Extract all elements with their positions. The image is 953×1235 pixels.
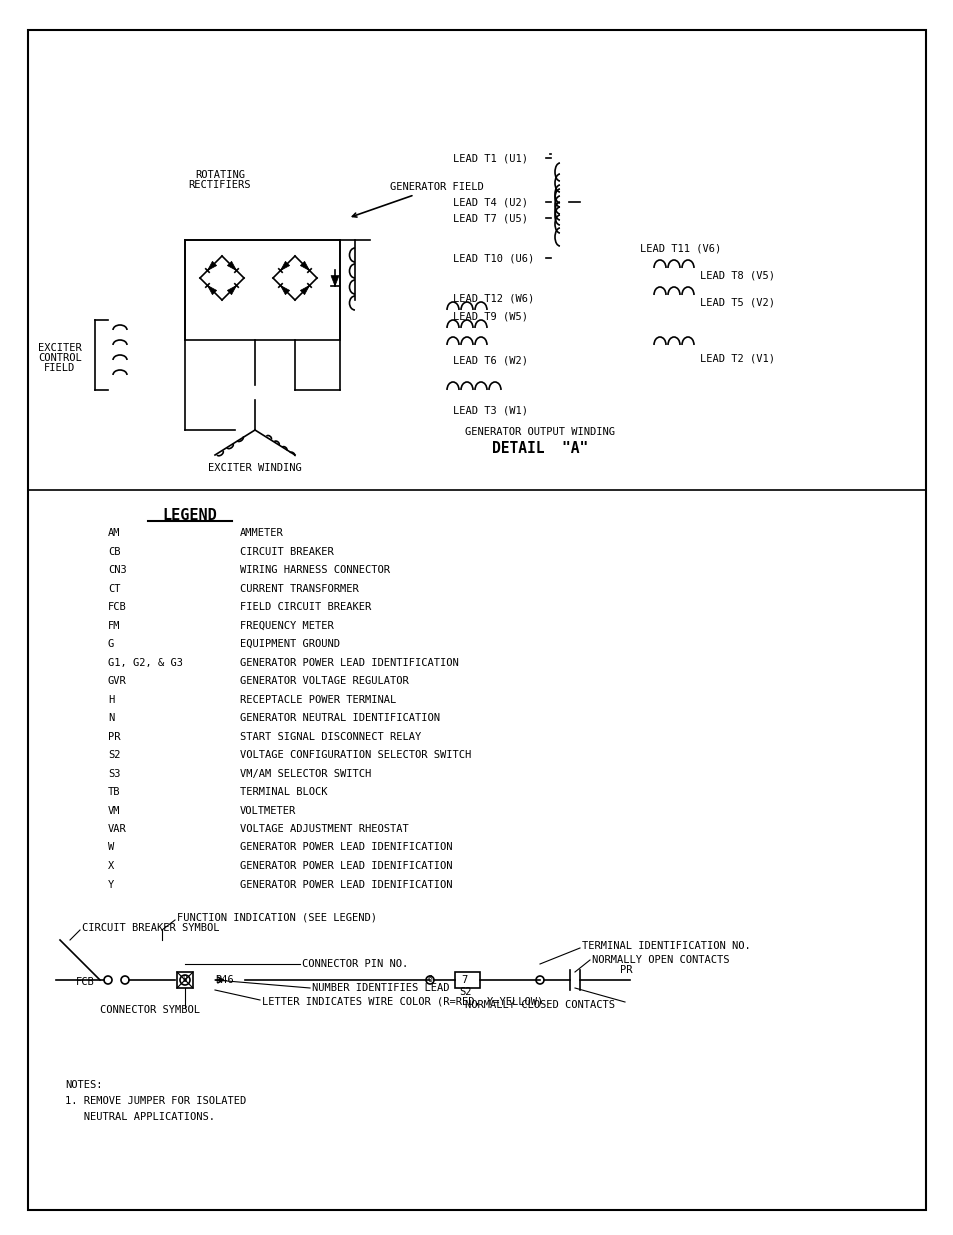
Text: GENERATOR POWER LEAD IDENTIFICATION: GENERATOR POWER LEAD IDENTIFICATION: [240, 657, 458, 667]
Text: FUNCTION INDICATION (SEE LEGEND): FUNCTION INDICATION (SEE LEGEND): [177, 913, 376, 923]
Text: NORMALLY OPEN CONTACTS: NORMALLY OPEN CONTACTS: [592, 955, 729, 965]
Text: CIRCUIT BREAKER SYMBOL: CIRCUIT BREAKER SYMBOL: [82, 923, 219, 932]
Text: AM: AM: [108, 529, 120, 538]
Text: CONNECTOR PIN NO.: CONNECTOR PIN NO.: [302, 960, 408, 969]
Text: GENERATOR POWER LEAD IDENIFICATION: GENERATOR POWER LEAD IDENIFICATION: [240, 861, 452, 871]
Text: GVR: GVR: [108, 676, 127, 685]
Text: CONNECTOR SYMBOL: CONNECTOR SYMBOL: [100, 1005, 200, 1015]
Polygon shape: [280, 285, 290, 295]
Bar: [177, 972, 193, 988]
Text: PR: PR: [619, 965, 632, 974]
Text: EQUIPMENT GROUND: EQUIPMENT GROUND: [240, 638, 339, 650]
Polygon shape: [227, 285, 236, 295]
Text: LEAD T5 (V2): LEAD T5 (V2): [700, 296, 774, 308]
Text: GENERATOR POWER LEAD IDENIFICATION: GENERATOR POWER LEAD IDENIFICATION: [240, 879, 452, 889]
Text: LEAD T8 (V5): LEAD T8 (V5): [700, 270, 774, 280]
Text: X: X: [108, 861, 114, 871]
Text: VM/AM SELECTOR SWITCH: VM/AM SELECTOR SWITCH: [240, 768, 371, 778]
Bar: [455, 972, 479, 988]
Polygon shape: [207, 285, 216, 295]
Text: GENERATOR NEUTRAL IDENTIFICATION: GENERATOR NEUTRAL IDENTIFICATION: [240, 713, 439, 722]
Polygon shape: [300, 285, 309, 295]
Text: ROTATING: ROTATING: [194, 170, 245, 180]
Text: EXCITER: EXCITER: [38, 343, 82, 353]
Text: FCB: FCB: [76, 977, 95, 987]
Text: S2: S2: [458, 987, 471, 997]
Text: PR: PR: [108, 731, 120, 741]
Text: NOTES:: NOTES:: [65, 1079, 102, 1091]
Text: G: G: [108, 638, 114, 650]
Text: LEAD T1 (U1): LEAD T1 (U1): [453, 153, 527, 163]
Text: LEAD T4 (U2): LEAD T4 (U2): [453, 198, 527, 207]
Polygon shape: [227, 262, 236, 270]
Text: 8: 8: [182, 976, 187, 984]
Text: GENERATOR POWER LEAD IDENIFICATION: GENERATOR POWER LEAD IDENIFICATION: [240, 842, 452, 852]
Text: G1, G2, & G3: G1, G2, & G3: [108, 657, 183, 667]
Bar: [185, 240, 339, 340]
Text: CONTROL: CONTROL: [38, 353, 82, 363]
Text: FREQUENCY METER: FREQUENCY METER: [240, 620, 334, 631]
Text: CT: CT: [108, 583, 120, 594]
Text: TERMINAL BLOCK: TERMINAL BLOCK: [240, 787, 327, 797]
Text: R46: R46: [214, 974, 233, 986]
Text: LEAD T3 (W1): LEAD T3 (W1): [453, 405, 527, 415]
Text: RECTIFIERS: RECTIFIERS: [189, 180, 251, 190]
Polygon shape: [300, 262, 309, 270]
Text: VOLTAGE ADJUSTMENT RHEOSTAT: VOLTAGE ADJUSTMENT RHEOSTAT: [240, 824, 408, 834]
Text: CURRENT TRANSFORMER: CURRENT TRANSFORMER: [240, 583, 358, 594]
Text: CB: CB: [108, 547, 120, 557]
Text: NUMBER IDENTIFIES LEAD: NUMBER IDENTIFIES LEAD: [312, 983, 449, 993]
Text: S3: S3: [108, 768, 120, 778]
Text: LEGEND: LEGEND: [162, 508, 217, 522]
Text: LETTER INDICATES WIRE COLOR (R=RED, Y=YELLOW): LETTER INDICATES WIRE COLOR (R=RED, Y=YE…: [262, 997, 542, 1007]
Text: VOLTAGE CONFIGURATION SELECTOR SWITCH: VOLTAGE CONFIGURATION SELECTOR SWITCH: [240, 750, 471, 760]
Text: VAR: VAR: [108, 824, 127, 834]
Text: VOLTMETER: VOLTMETER: [240, 805, 296, 815]
Polygon shape: [331, 275, 338, 287]
Text: START SIGNAL DISCONNECT RELAY: START SIGNAL DISCONNECT RELAY: [240, 731, 421, 741]
Text: 7: 7: [460, 974, 467, 986]
Text: FIELD CIRCUIT BREAKER: FIELD CIRCUIT BREAKER: [240, 601, 371, 613]
Text: GENERATOR OUTPUT WINDING: GENERATOR OUTPUT WINDING: [464, 427, 615, 437]
Text: WIRING HARNESS CONNECTOR: WIRING HARNESS CONNECTOR: [240, 564, 390, 576]
Text: TB: TB: [108, 787, 120, 797]
Text: GENERATOR VOLTAGE REGULATOR: GENERATOR VOLTAGE REGULATOR: [240, 676, 408, 685]
Text: LEAD T12 (W6): LEAD T12 (W6): [453, 293, 534, 303]
Text: S2: S2: [108, 750, 120, 760]
Text: NEUTRAL APPLICATIONS.: NEUTRAL APPLICATIONS.: [65, 1112, 214, 1123]
Text: DETAIL  "A": DETAIL "A": [492, 441, 587, 456]
Text: 1. REMOVE JUMPER FOR ISOLATED: 1. REMOVE JUMPER FOR ISOLATED: [65, 1095, 246, 1107]
Polygon shape: [280, 262, 290, 270]
Text: NORMALLY CLOSED CONTACTS: NORMALLY CLOSED CONTACTS: [464, 1000, 615, 1010]
Text: CN3: CN3: [108, 564, 127, 576]
Text: LEAD T11 (V6): LEAD T11 (V6): [639, 243, 720, 253]
Text: FIELD: FIELD: [45, 363, 75, 373]
Text: GENERATOR FIELD: GENERATOR FIELD: [352, 182, 483, 217]
Text: LEAD T6 (W2): LEAD T6 (W2): [453, 354, 527, 366]
Text: LEAD T10 (U6): LEAD T10 (U6): [453, 253, 534, 263]
Text: CIRCUIT BREAKER: CIRCUIT BREAKER: [240, 547, 334, 557]
Text: VM: VM: [108, 805, 120, 815]
Text: N: N: [108, 713, 114, 722]
Text: 6: 6: [427, 976, 432, 984]
Text: LEAD T7 (U5): LEAD T7 (U5): [453, 212, 527, 224]
Text: Y: Y: [108, 879, 114, 889]
Text: H: H: [108, 694, 114, 704]
Text: LEAD T2 (V1): LEAD T2 (V1): [700, 353, 774, 363]
Text: LEAD T9 (W5): LEAD T9 (W5): [453, 311, 527, 321]
Polygon shape: [207, 262, 216, 270]
Text: FM: FM: [108, 620, 120, 631]
Text: W: W: [108, 842, 114, 852]
Text: FCB: FCB: [108, 601, 127, 613]
Text: EXCITER WINDING: EXCITER WINDING: [208, 463, 301, 473]
Text: AMMETER: AMMETER: [240, 529, 283, 538]
Text: TERMINAL IDENTIFICATION NO.: TERMINAL IDENTIFICATION NO.: [581, 941, 750, 951]
Text: RECEPTACLE POWER TERMINAL: RECEPTACLE POWER TERMINAL: [240, 694, 395, 704]
